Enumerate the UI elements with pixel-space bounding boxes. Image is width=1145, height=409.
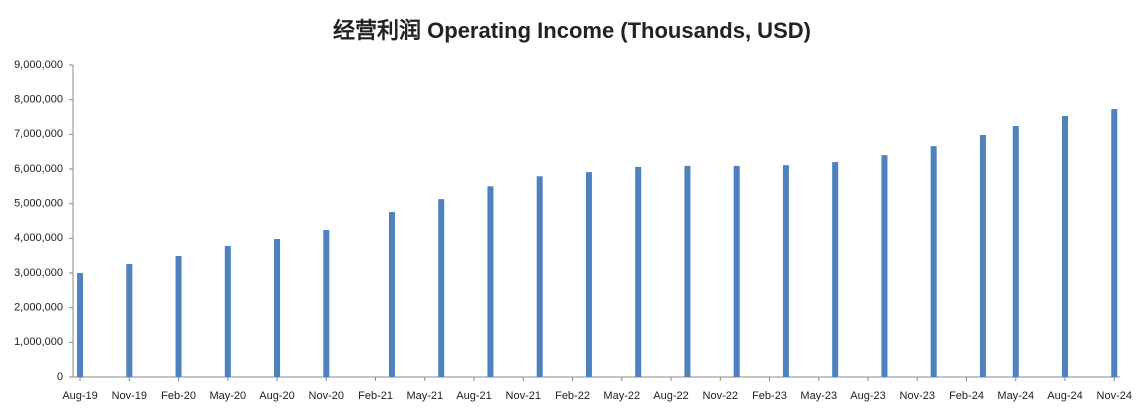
y-tick-label: 3,000,000: [14, 267, 63, 279]
bar: [782, 165, 789, 377]
bar: [979, 135, 986, 377]
bar: [175, 256, 182, 377]
bar: [77, 273, 84, 377]
x-tick-label: Aug-21: [456, 390, 491, 402]
x-tick-label: Nov-23: [900, 390, 935, 402]
bar: [930, 146, 937, 377]
x-tick-label: May-22: [603, 390, 640, 402]
x-tick-label: May-23: [800, 390, 837, 402]
bar: [274, 239, 281, 377]
x-tick-label: Feb-21: [358, 390, 393, 402]
y-tick-label: 6,000,000: [14, 163, 63, 175]
x-tick-label: Aug-24: [1047, 390, 1082, 402]
bar: [126, 263, 133, 377]
bar: [635, 166, 642, 377]
x-tick-label: Feb-22: [555, 390, 590, 402]
y-tick-label: 8,000,000: [14, 94, 63, 106]
bar: [832, 162, 839, 377]
y-tick-label: 9,000,000: [14, 59, 63, 71]
bar: [881, 155, 888, 377]
x-tick-label: Nov-21: [506, 390, 541, 402]
x-tick-label: May-24: [997, 390, 1034, 402]
bar: [323, 230, 330, 377]
chart-title: 经营利润 Operating Income (Thousands, USD): [333, 18, 811, 43]
x-tick-label: Aug-20: [259, 390, 294, 402]
bar: [487, 186, 494, 377]
y-tick-label: 7,000,000: [14, 128, 63, 140]
x-tick-label: Aug-22: [653, 390, 688, 402]
x-tick-label: Feb-24: [949, 390, 984, 402]
bar: [438, 199, 445, 377]
x-tick-label: Feb-20: [161, 390, 196, 402]
x-tick-label: Nov-24: [1097, 390, 1132, 402]
y-tick-label: 2,000,000: [14, 302, 63, 314]
y-tick-label: 0: [57, 371, 63, 383]
x-tick-label: Nov-19: [112, 390, 147, 402]
bar: [1062, 115, 1069, 378]
y-tick-label: 4,000,000: [14, 232, 63, 244]
y-tick-label: 1,000,000: [14, 336, 63, 348]
x-tick-label: Aug-19: [62, 390, 97, 402]
bar: [1111, 109, 1118, 377]
bar: [536, 176, 543, 377]
x-tick-label: Nov-20: [309, 390, 344, 402]
x-tick-label: Feb-23: [752, 390, 787, 402]
x-tick-label: Nov-22: [703, 390, 738, 402]
bar: [684, 165, 691, 377]
y-tick-label: 5,000,000: [14, 198, 63, 210]
bar: [224, 245, 231, 377]
bar: [1012, 126, 1019, 377]
x-tick-label: May-20: [209, 390, 246, 402]
bar: [585, 172, 592, 377]
bar: [388, 211, 395, 377]
bar: [733, 165, 740, 377]
x-tick-label: May-21: [406, 390, 443, 402]
x-tick-label: Aug-23: [850, 390, 885, 402]
